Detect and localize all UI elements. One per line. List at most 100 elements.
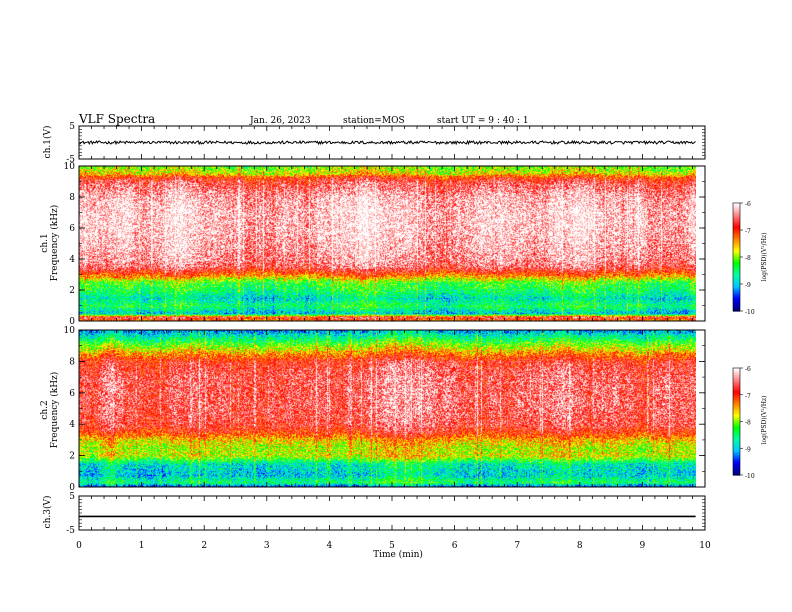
ch2-colorbar-swatch <box>733 369 740 373</box>
ch1-spectrogram-ytick-label: 8 <box>69 193 75 203</box>
ch1-colorbar-swatch <box>733 305 740 308</box>
ch1-colorbar-swatch <box>733 269 740 272</box>
ch2-colorbar-swatch <box>733 371 740 374</box>
ch2-colorbar-swatch <box>733 376 740 380</box>
ch1-colorbar-swatch <box>733 237 740 240</box>
ch1-colorbar-swatch <box>733 246 740 249</box>
ch1-colorbar-swatch <box>733 217 740 220</box>
ch1-spectrogram-ytick-label: 0 <box>69 317 75 327</box>
ch1-voltage-ytick-label: -5 <box>66 155 75 165</box>
ch2-colorbar-swatch <box>733 467 740 471</box>
ch1-colorbar-swatch <box>733 251 740 254</box>
ch2-colorbar-swatch <box>733 392 740 396</box>
ch1-colorbar-swatch <box>733 231 740 235</box>
ch1-spectrogram-ylabel-channel: ch.1 <box>40 233 50 252</box>
ch2-spectrogram-ytick-label: 10 <box>64 326 76 336</box>
ch2-colorbar-swatch <box>733 373 740 376</box>
time-tick-label: 10 <box>699 541 711 551</box>
ch2-colorbar-swatch <box>733 391 740 394</box>
ch2-colorbar-swatch <box>733 439 740 442</box>
ch2-colorbar-swatch <box>733 423 740 426</box>
ch2-colorbar-swatch <box>733 405 740 408</box>
ch2-colorbar-swatch <box>733 394 740 398</box>
ch3-voltage-ytick-label: -5 <box>66 526 75 536</box>
ch1-colorbar-label: log(PSD)(V²/Hz) <box>761 233 768 282</box>
ch2-colorbar-swatch <box>733 453 740 456</box>
ch2-colorbar-swatch <box>733 400 740 403</box>
ch1-spectrogram-heatmap <box>79 166 696 321</box>
ch1-colorbar-swatch <box>733 271 740 274</box>
ch1-colorbar-swatch <box>733 239 740 242</box>
ch1-colorbar-swatch <box>733 215 740 218</box>
ch2-colorbar-swatch <box>733 375 740 378</box>
ch1-colorbar-swatch <box>733 228 740 231</box>
ch2-colorbar-swatch <box>733 416 740 419</box>
time-tick-label: 7 <box>514 541 520 551</box>
ch1-colorbar-swatch <box>733 219 740 222</box>
ch2-colorbar-swatch <box>733 451 740 455</box>
start-time-label: start UT = 9 : 40 : 1 <box>437 116 529 126</box>
ch2-colorbar-tick-label: -6 <box>745 366 751 373</box>
ch2-colorbar-swatch <box>733 419 740 423</box>
ch3-voltage-ytick-label: 5 <box>69 492 75 502</box>
ch2-colorbar-swatch <box>733 425 740 428</box>
ch1-colorbar-swatch <box>733 266 740 269</box>
ch1-colorbar-swatch <box>733 257 740 260</box>
ch1-colorbar-swatch <box>733 275 740 278</box>
ch1-colorbar-swatch <box>733 307 740 310</box>
ch2-colorbar-swatch <box>733 368 740 371</box>
ch2-colorbar-swatch <box>733 421 740 424</box>
ch1-colorbar-swatch <box>733 284 740 287</box>
ch2-colorbar-swatch <box>733 389 740 392</box>
ch1-spectrogram-ytick-label: 4 <box>69 255 75 265</box>
ch2-colorbar-swatch <box>733 385 740 389</box>
ch1-colorbar-swatch <box>733 267 740 271</box>
ch2-colorbar-swatch <box>733 444 740 448</box>
ch1-colorbar-swatch <box>733 221 740 224</box>
ch3-voltage-ylabel: ch.3(V) <box>42 496 53 529</box>
ch1-colorbar-swatch <box>733 212 740 215</box>
ch1-colorbar-swatch <box>733 309 740 312</box>
ch2-colorbar-swatch <box>733 464 740 467</box>
ch1-colorbar-swatch <box>733 291 740 294</box>
time-tick-label: 4 <box>327 541 333 551</box>
ch1-colorbar-swatch <box>733 204 740 208</box>
ch2-colorbar-swatch <box>733 446 740 449</box>
ch2-colorbar-swatch <box>733 382 740 385</box>
figure-title: VLF Spectra <box>78 112 155 126</box>
ch1-colorbar-swatch <box>733 242 740 245</box>
ch1-voltage-ylabel: ch.1(V) <box>42 126 53 159</box>
ch2-spectrogram-panel: 0 2 4 6 8 10 <box>64 326 706 493</box>
ch1-voltage-trace <box>79 139 696 146</box>
ch1-colorbar-swatch <box>733 203 740 206</box>
ch2-colorbar-swatch <box>733 442 740 446</box>
ch2-colorbar-swatch <box>733 471 740 474</box>
ch1-colorbar-swatch <box>733 264 740 267</box>
ch1-colorbar-tick-label: -7 <box>745 228 751 235</box>
ch1-colorbar-tick-label: -10 <box>745 309 755 316</box>
ch1-colorbar-swatch <box>733 258 740 262</box>
ch2-colorbar-swatch <box>733 466 740 469</box>
ch2-colorbar-tick-label: -7 <box>745 393 751 400</box>
ch1-colorbar-swatch <box>733 230 740 233</box>
ch2-colorbar-swatch <box>733 462 740 465</box>
time-axis: 0 1 2 3 4 5 6 7 8 9 10 <box>76 541 711 551</box>
ch1-voltage-panel: 5 -5 <box>66 122 706 165</box>
ch2-colorbar-swatch <box>733 378 740 382</box>
ch1-colorbar-swatch <box>733 213 740 217</box>
ch2-colorbar-swatch <box>733 469 740 473</box>
ch2-spectrogram-ylabel: Frequency (kHz) <box>49 372 60 449</box>
ch2-colorbar-swatch <box>733 441 740 444</box>
time-tick-label: 9 <box>640 541 646 551</box>
ch2-colorbar-swatch <box>733 433 740 437</box>
ch1-colorbar-swatch <box>733 240 740 244</box>
ch1-colorbar: -6 -7 -8 -9 -10 <box>732 201 755 316</box>
ch2-colorbar-swatch <box>733 396 740 399</box>
time-tick-label: 6 <box>452 541 458 551</box>
ch2-colorbar-swatch <box>733 473 740 476</box>
ch2-spectrogram-ytick-label: 4 <box>69 420 75 430</box>
ch1-colorbar-swatch <box>733 273 740 276</box>
ch2-colorbar-swatch <box>733 450 740 453</box>
ch2-spectrogram-heatmap <box>79 330 696 487</box>
